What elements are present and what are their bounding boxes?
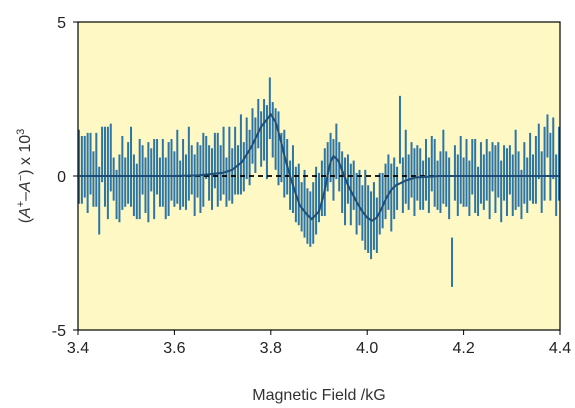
y-axis-title-plus: + bbox=[15, 201, 27, 207]
y-axis-title-open: ( bbox=[17, 217, 34, 223]
ticks-layer bbox=[73, 21, 561, 335]
marks-layer bbox=[77, 77, 561, 287]
x-tick-label: 3.8 bbox=[260, 340, 282, 357]
x-tick-label: 4.4 bbox=[549, 340, 571, 357]
y-axis-title-a2: A bbox=[17, 181, 34, 193]
y-axis-title-dash: – bbox=[17, 192, 34, 201]
x-tick-label: 3.4 bbox=[67, 340, 89, 357]
fit-curve bbox=[78, 112, 560, 222]
y-axis-title-a1: A bbox=[17, 207, 34, 219]
y-axis-title-times: ) x 10 bbox=[17, 135, 34, 175]
y-tick-label: 5 bbox=[57, 15, 66, 32]
x-tick-label: 4.0 bbox=[356, 340, 378, 357]
y-tick-label: 0 bbox=[57, 169, 66, 186]
y-axis-title-exp: 3 bbox=[15, 129, 27, 135]
y-axis-title: (A+–A−) x 103 bbox=[15, 129, 34, 224]
y-tick-label: -5 bbox=[52, 323, 66, 340]
y-axis-title-minus: − bbox=[15, 175, 27, 181]
x-tick-label: 3.6 bbox=[163, 340, 185, 357]
labels-layer: 3.4 3.6 3.8 4.0 4.2 4.4 5 0 -5 bbox=[52, 15, 571, 357]
x-tick-label: 4.2 bbox=[452, 340, 474, 357]
x-axis-title: Magnetic Field /kG bbox=[252, 387, 385, 404]
